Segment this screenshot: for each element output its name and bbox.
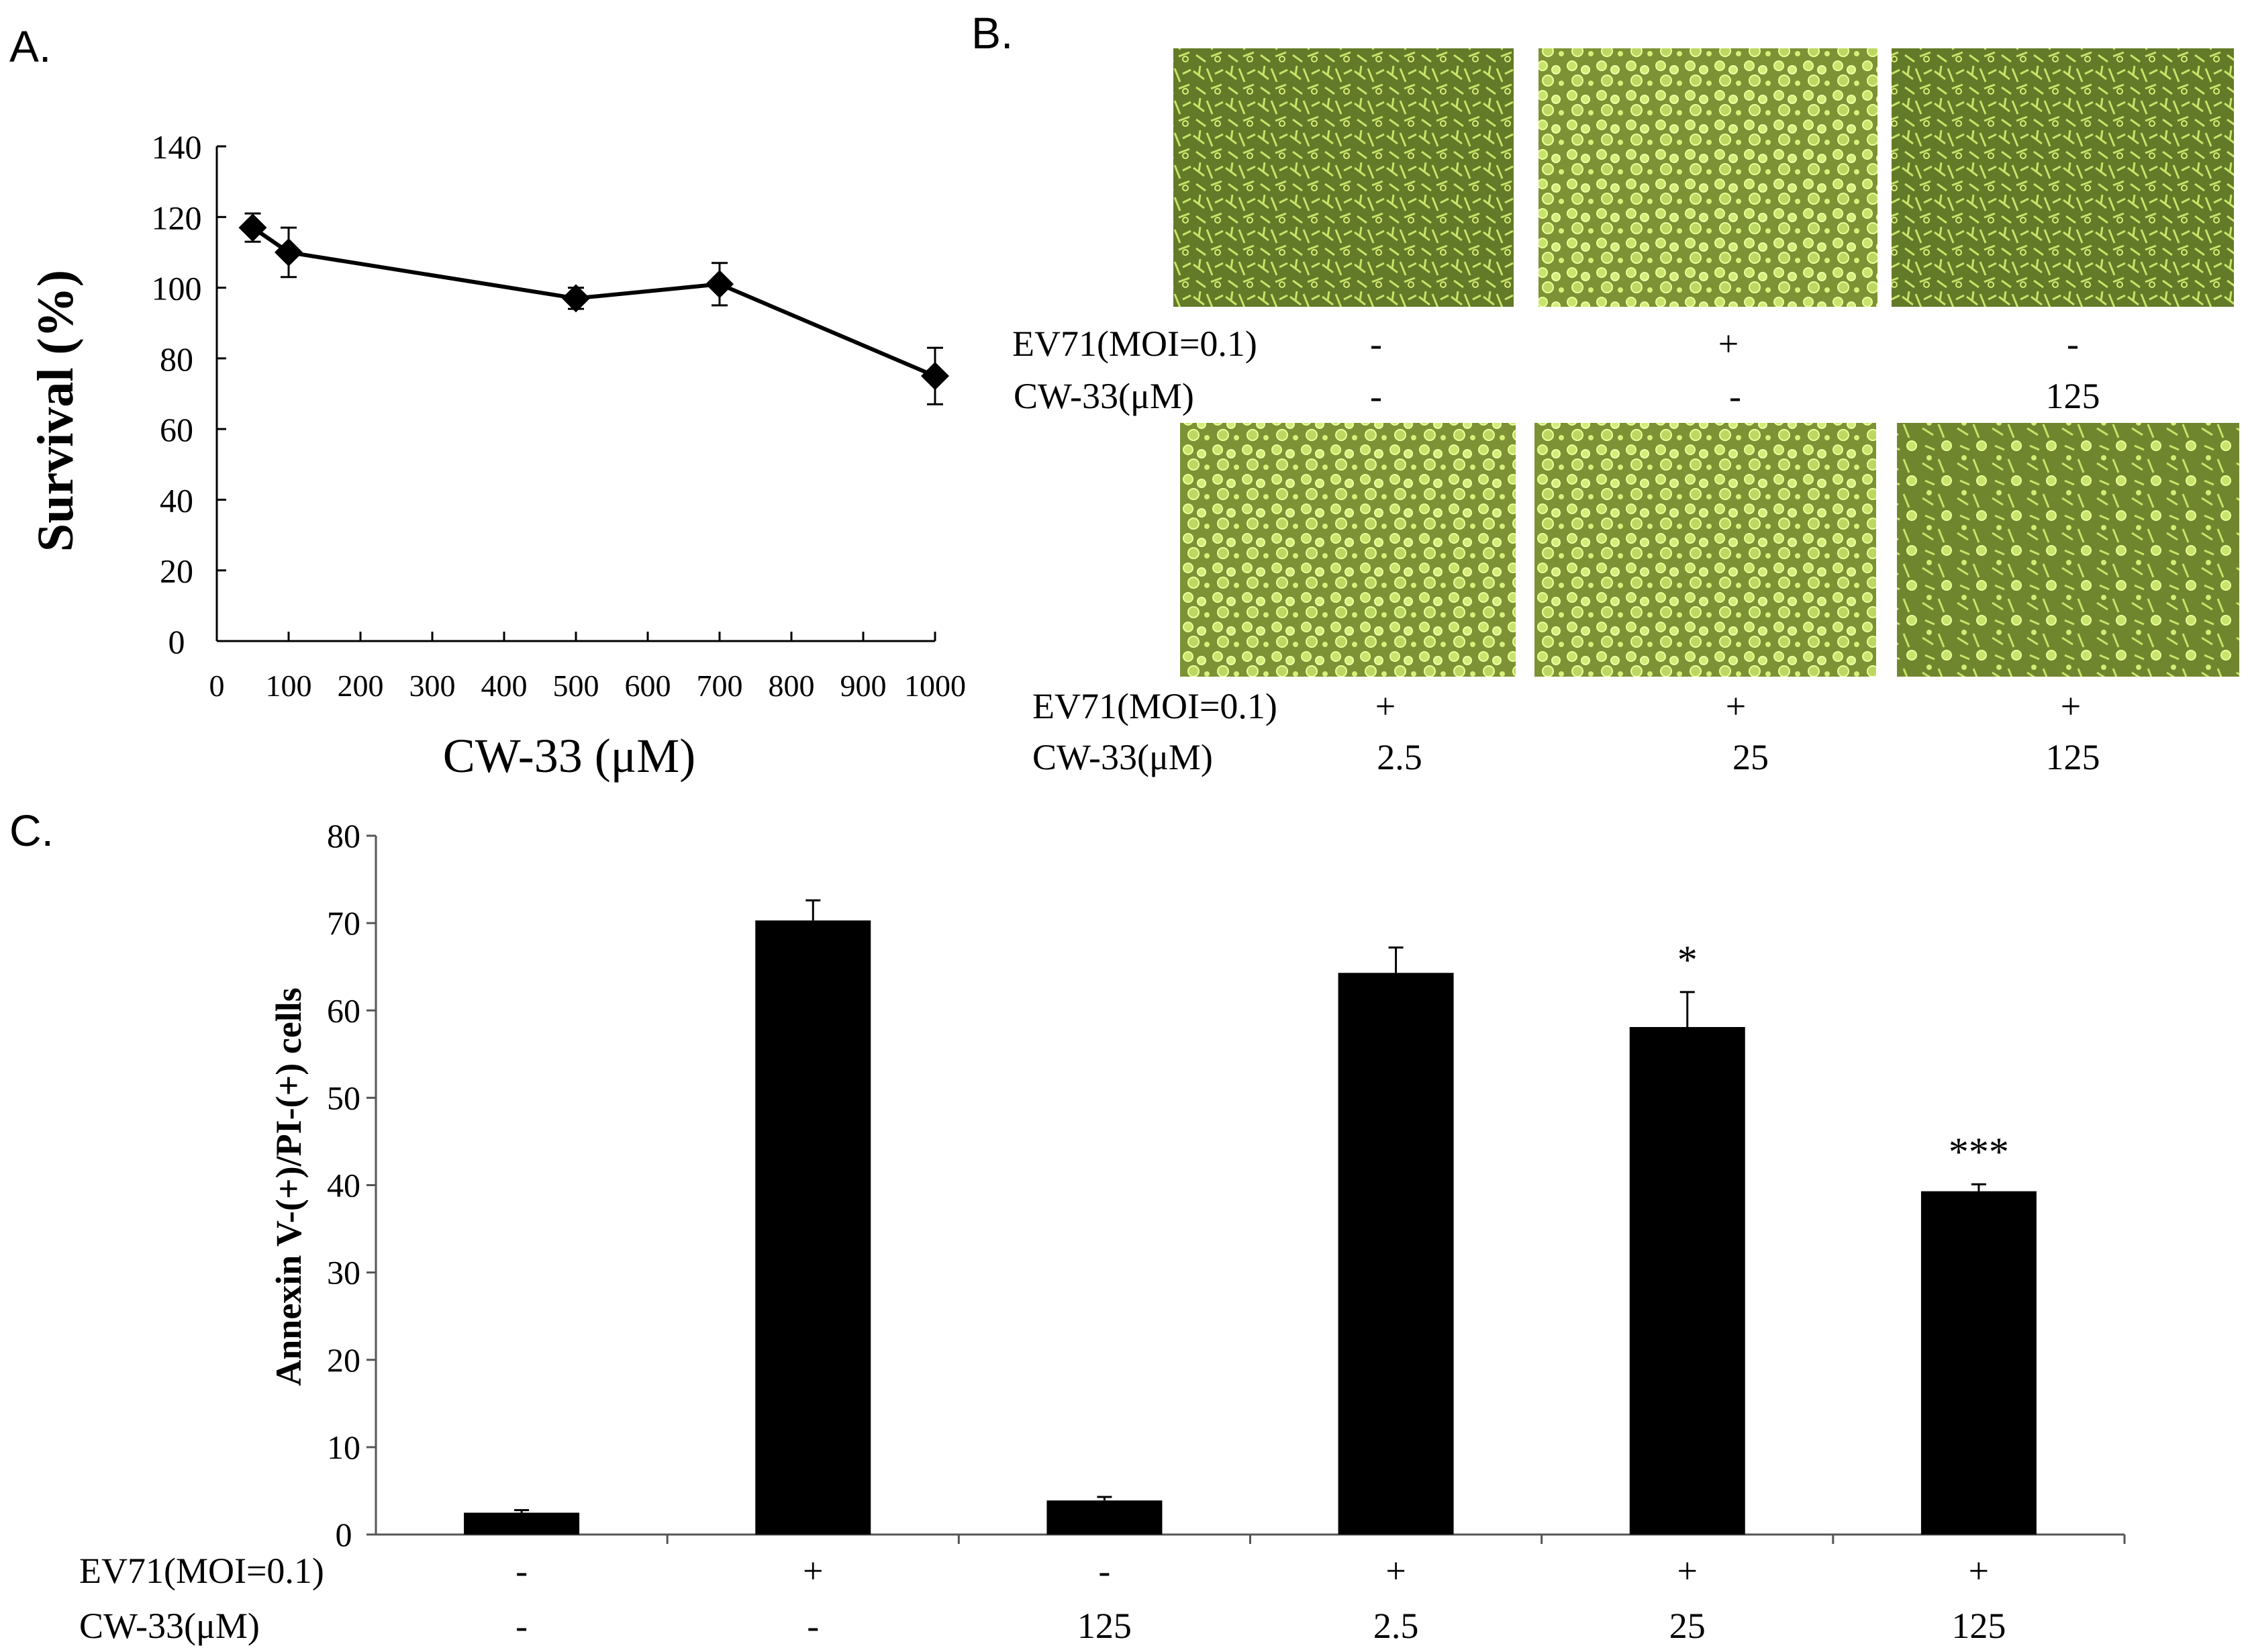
panel-a-x-tick-label: 200 — [338, 669, 384, 703]
panel-c-cw33-value: - — [516, 1606, 528, 1646]
panel-c-y-tick-label: 40 — [327, 1167, 360, 1204]
panel-a-x-tick-label: 1000 — [904, 669, 966, 703]
panel-c-ev71-value: + — [1677, 1551, 1698, 1591]
panel-a-x-tick-label: 500 — [553, 669, 599, 703]
panel-b-bottom-cw33-value: 2.5 — [1377, 737, 1422, 777]
panel-c-cw33-value: 25 — [1669, 1606, 1706, 1646]
panel-a-axes: 0 20 40 60 80 100 120 140 0 100 200 300 400 500 600 700… — [152, 128, 967, 703]
panel-a-x-tick-label: 300 — [409, 669, 456, 703]
panel-a-data-point — [705, 270, 734, 299]
micrograph-ev71-infected — [1538, 48, 1877, 307]
panel-c-ev71-row-label: EV71(MOI=0.1) — [79, 1551, 324, 1591]
panel-c-bars: **** — [464, 899, 2037, 1535]
panel-c-cw33-value: 2.5 — [1373, 1606, 1419, 1646]
panel-c-bar — [1920, 1191, 2037, 1535]
panel-a-x-tick-label: 100 — [266, 669, 312, 703]
micrograph-ev71-cw33-25 — [1534, 423, 1876, 677]
panel-c-ev71-value: - — [1098, 1551, 1110, 1591]
panel-c-significance-marker: * — [1677, 938, 1698, 982]
panel-c-y-tick-label: 20 — [327, 1341, 360, 1379]
panel-a-data-point — [921, 362, 949, 391]
panel-c-y-tick-label: 0 — [336, 1516, 352, 1553]
panel-a-y-tick-label: 120 — [152, 199, 202, 236]
panel-b-top-ev71-value: - — [1370, 324, 1382, 364]
panel-c-ev71-value: - — [516, 1551, 528, 1591]
panel-c-ev71-value: + — [1969, 1551, 1989, 1591]
panel-b-bottom-cw33-value: 125 — [2046, 737, 2100, 777]
panel-a-y-tick-label: 40 — [160, 481, 193, 519]
panel-b-bottom-ev71-value: + — [1726, 686, 1746, 726]
panel-a-x-tick-label: 700 — [697, 669, 743, 703]
panel-c-axes: 0 10 20 30 40 50 60 70 80 — [327, 817, 2126, 1553]
panel-c-y-tick-label: 60 — [327, 991, 360, 1029]
panel-a-y-tick-label: 80 — [160, 340, 193, 378]
micrograph-cw33-125-only — [1892, 48, 2234, 307]
panel-b-bottom-cw33-label: CW-33(μM) — [1032, 737, 1213, 777]
panel-a-x-tick-label: 800 — [769, 669, 815, 703]
panel-a-data-point — [238, 213, 267, 242]
panel-c-cw33-row-label: CW-33(μM) — [79, 1606, 260, 1646]
panel-c-y-tick-label: 50 — [327, 1079, 360, 1116]
panel-a-y-tick-label: 100 — [152, 270, 202, 307]
panel-a-y-tick-label: 140 — [152, 128, 202, 166]
panel-a-data-point — [562, 284, 590, 313]
panel-a-y-axis-title: Survival (%) — [28, 270, 84, 552]
panel-a-label: A. — [9, 21, 51, 71]
panel-c-cw33-value: 125 — [1077, 1606, 1132, 1646]
panel-a-y-tick-label: 20 — [160, 552, 193, 590]
panel-b-top-cw33-value: - — [1729, 376, 1741, 416]
panel-a-x-tick-label: 400 — [481, 669, 528, 703]
panel-c-bar — [464, 1512, 580, 1535]
panel-b: B. EV71(MOI=0.1) CW-33(μM) - + - - - 125… — [971, 8, 2239, 777]
panel-b-top-cw33-value: - — [1370, 376, 1382, 416]
panel-c-y-axis-title: Annexin V-(+)/PI-(+) cells — [268, 987, 309, 1386]
panel-b-bottom-ev71-value: + — [2061, 686, 2081, 726]
panel-c-y-tick-label: 30 — [327, 1254, 360, 1292]
panel-b-top-cw33-value: 125 — [2046, 376, 2100, 416]
panel-b-bottom-cw33-value: 25 — [1732, 737, 1769, 777]
panel-c-significance-marker: *** — [1949, 1130, 2009, 1174]
panel-c-y-tick-label: 10 — [327, 1428, 360, 1466]
micrograph-ev71-cw33-2-5 — [1180, 423, 1516, 677]
panel-c-bar — [1338, 973, 1454, 1535]
panel-c-condition-values: - - + - - 125 +2.5 +25 +125 — [516, 1551, 2006, 1646]
panel-a-x-tick-label: 900 — [840, 669, 887, 703]
panel-c-label: C. — [9, 806, 54, 855]
panel-a-data-point — [275, 238, 303, 266]
panel-b-top-ev71-label: EV71(MOI=0.1) — [1012, 324, 1257, 364]
panel-b-label: B. — [971, 8, 1013, 58]
panel-c-ev71-value: + — [1385, 1551, 1406, 1591]
panel-a-series-line — [251, 226, 936, 378]
panel-b-top-ev71-value: - — [2067, 324, 2079, 364]
panel-b-bottom-ev71-value: + — [1375, 686, 1396, 726]
micrograph-mock-control — [1173, 48, 1514, 307]
panel-a-x-tick-label: 600 — [625, 669, 671, 703]
panel-a-x-tick-label: 0 — [209, 669, 225, 703]
panel-b-bottom-ev71-label: EV71(MOI=0.1) — [1032, 686, 1277, 726]
panel-a-x-axis-title: CW-33 (μM) — [443, 729, 696, 783]
panel-c-ev71-value: + — [803, 1551, 823, 1591]
panel-c-y-tick-label: 70 — [327, 904, 360, 942]
panel-c-cw33-value: 125 — [1951, 1606, 2006, 1646]
panel-c-cw33-value: - — [807, 1606, 819, 1646]
panel-c-bar — [755, 920, 871, 1535]
panel-a-series — [238, 212, 949, 405]
panel-c-y-tick-label: 80 — [327, 817, 360, 855]
panel-c-bar — [1629, 1026, 1745, 1535]
panel-c-bar — [1046, 1500, 1163, 1535]
panel-b-top-cw33-label: CW-33(μM) — [1014, 376, 1194, 416]
panel-a-y-tick-label: 60 — [160, 411, 193, 448]
micrograph-ev71-cw33-125 — [1897, 423, 2239, 677]
panel-a: A. 0 20 40 60 80 100 120 140 0 100 200 300 400 500 600… — [9, 21, 966, 783]
panel-a-y-tick-label: 0 — [168, 623, 185, 661]
panel-b-top-ev71-value: + — [1718, 324, 1739, 364]
